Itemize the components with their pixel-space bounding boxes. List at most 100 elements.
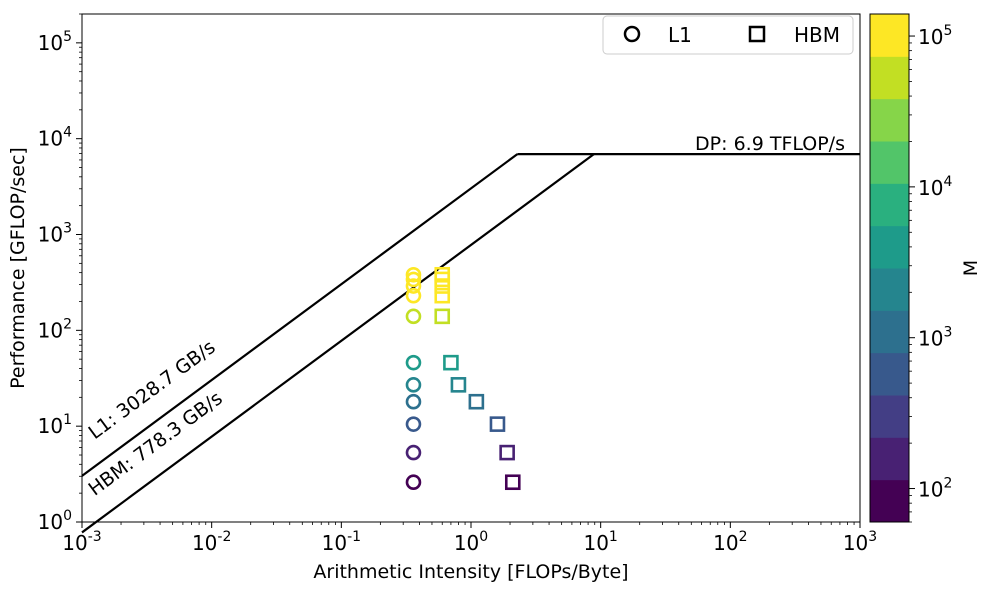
hbm-point xyxy=(468,393,485,410)
colorbar-frame xyxy=(869,13,910,523)
colorbar-tick-label: 102 xyxy=(918,476,952,502)
hbm-point xyxy=(434,266,451,283)
hbm-point xyxy=(434,308,451,325)
colorbar-band xyxy=(870,268,909,311)
colorbar-band xyxy=(870,310,909,354)
y-tick-label-exp: 4 xyxy=(63,125,72,141)
y-tick-label-exp: 1 xyxy=(63,412,72,428)
plot-area xyxy=(81,14,860,534)
colorbar xyxy=(870,14,909,523)
x-tick-label-base: 10 xyxy=(62,531,87,555)
hbm-point xyxy=(489,416,506,432)
hbm-point xyxy=(450,377,467,393)
x-tick-label-base: 10 xyxy=(192,531,217,555)
x-tick-label: 10-3 xyxy=(62,529,101,555)
colorbar-tick-label-exp: 3 xyxy=(943,325,952,341)
y-tick-label-base: 10 xyxy=(38,510,63,534)
l1-point xyxy=(405,393,422,410)
colorbar-band xyxy=(870,98,909,142)
l1-point xyxy=(405,308,422,325)
roofline-hbm xyxy=(81,153,595,534)
legend-label-hbm: HBM xyxy=(794,23,840,47)
x-tick-label-base: 10 xyxy=(322,531,347,555)
x-tick-label-exp: -1 xyxy=(347,529,361,545)
y-tick-label: 102 xyxy=(38,316,72,342)
y-axis-label: Performance [GFLOP/sec] xyxy=(7,147,29,389)
y-tick-label-base: 10 xyxy=(38,127,63,151)
x-axis-ticks: 10-3 10-2 10-1 100 101 102 103 xyxy=(62,522,877,555)
x-tick-label: 102 xyxy=(713,529,747,555)
x-tick-label: 10-1 xyxy=(322,529,361,555)
x-tick-label-exp: -3 xyxy=(88,529,102,545)
x-tick-label: 101 xyxy=(583,529,617,555)
x-axis-label: Arithmetic Intensity [FLOPs/Byte] xyxy=(313,561,628,583)
l1-point xyxy=(405,266,422,283)
legend: L1 HBM xyxy=(602,15,854,55)
rooflines xyxy=(81,153,860,534)
y-tick-label: 103 xyxy=(38,221,72,247)
l1-point xyxy=(405,354,422,371)
colorbar-band xyxy=(870,437,909,481)
x-tick-label: 100 xyxy=(454,529,488,555)
l1-point xyxy=(405,444,422,461)
x-tick-label: 103 xyxy=(843,529,877,555)
hbm-point xyxy=(504,474,521,491)
legend-label-l1: L1 xyxy=(668,23,692,47)
colorbar-band xyxy=(870,14,909,57)
x-tick-label-base: 10 xyxy=(454,531,479,555)
x-tick-label-exp: 3 xyxy=(868,529,877,545)
l1-point xyxy=(405,287,422,304)
l1-point xyxy=(405,416,422,432)
colorbar-tick-label-exp: 2 xyxy=(943,476,952,492)
peak-label: DP: 6.9 TFLOP/s xyxy=(695,133,845,155)
hbm-point xyxy=(499,444,515,461)
y-tick-label-exp: 0 xyxy=(63,508,72,524)
colorbar-band xyxy=(870,56,909,100)
l1-point xyxy=(405,278,422,294)
data-points xyxy=(405,266,521,491)
colorbar-tick-label-exp: 4 xyxy=(943,174,952,190)
y-tick-label-base: 10 xyxy=(38,31,63,55)
y-tick-label: 104 xyxy=(38,125,72,151)
colorbar-band xyxy=(870,395,909,438)
l1-point xyxy=(405,377,422,393)
y-tick-label-exp: 2 xyxy=(63,316,72,332)
x-tick-label-base: 10 xyxy=(713,531,738,555)
y-tick-label-base: 10 xyxy=(38,223,63,247)
y-tick-label: 105 xyxy=(38,29,72,55)
colorbar-tick-label-exp: 5 xyxy=(943,23,952,39)
legend-square-marker xyxy=(748,25,766,43)
colorbar-tick-label: 103 xyxy=(918,325,952,351)
x-tick-label-exp: 0 xyxy=(479,529,488,545)
y-tick-label-base: 10 xyxy=(38,318,63,342)
colorbar-band xyxy=(870,141,909,184)
y-tick-label-base: 10 xyxy=(38,414,63,438)
x-tick-label-exp: -2 xyxy=(217,529,231,545)
x-tick-label-exp: 2 xyxy=(739,529,748,545)
colorbar-tick-label-base: 10 xyxy=(918,25,943,49)
y-tick-label: 100 xyxy=(38,508,72,534)
colorbar-tick-label-base: 10 xyxy=(918,478,943,502)
x-tick-label: 10-2 xyxy=(192,529,231,555)
colorbar-tick-label: 105 xyxy=(918,23,952,49)
colorbar-tick-label: 104 xyxy=(918,174,952,200)
x-tick-label-base: 10 xyxy=(843,531,868,555)
plot-frame xyxy=(81,13,861,523)
colorbar-tick-label-base: 10 xyxy=(918,176,943,200)
colorbar-band xyxy=(870,479,909,523)
l1-point xyxy=(405,271,422,288)
colorbar-label: M xyxy=(960,260,982,276)
colorbar-tick-label-base: 10 xyxy=(918,327,943,351)
colorbar-band xyxy=(870,352,909,396)
x-tick-label-base: 10 xyxy=(583,531,608,555)
l1-point xyxy=(405,474,422,491)
legend-circle-marker xyxy=(623,25,641,43)
roofline-l1 xyxy=(81,153,519,477)
hbm-point xyxy=(443,354,459,371)
x-tick-label-exp: 1 xyxy=(609,529,618,545)
hbm-point xyxy=(434,287,451,304)
y-tick-label-exp: 3 xyxy=(63,221,72,237)
y-tick-label-exp: 5 xyxy=(63,29,72,45)
